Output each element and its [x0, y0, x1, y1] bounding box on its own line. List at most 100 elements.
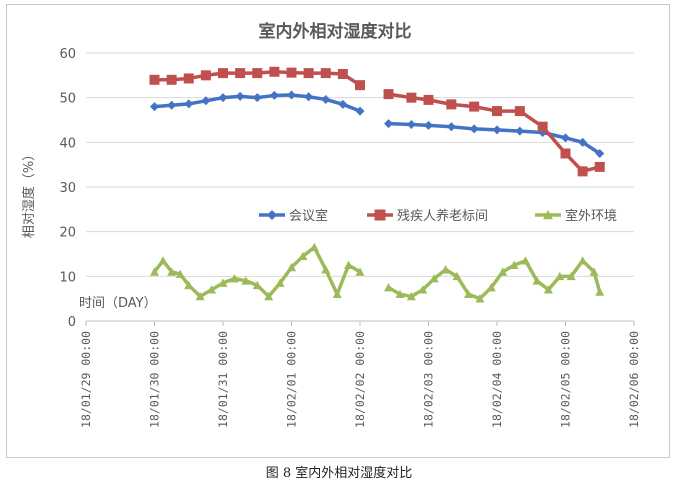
data-point: [200, 70, 211, 81]
data-point: [492, 125, 502, 135]
y-tick-label: 30: [59, 181, 76, 196]
data-point: [207, 285, 217, 294]
data-point: [195, 291, 205, 301]
data-point: [543, 285, 553, 294]
data-point: [384, 119, 394, 129]
series-0: [150, 90, 605, 158]
data-point: [555, 271, 565, 281]
data-point: [492, 106, 502, 117]
x-axis-label: 时间（DAY）: [79, 296, 157, 311]
y-tick-label: 40: [59, 136, 76, 151]
data-point: [355, 80, 365, 91]
y-axis-label: 相对湿度（%）: [21, 148, 37, 238]
data-point: [235, 68, 246, 79]
y-tick-label: 50: [59, 92, 76, 107]
data-point: [469, 124, 479, 134]
data-point: [229, 274, 239, 283]
data-point: [184, 99, 194, 109]
y-tick-label: 10: [59, 270, 76, 285]
data-point: [589, 267, 599, 276]
data-point: [578, 137, 588, 147]
data-point: [594, 161, 605, 172]
data-point: [320, 68, 331, 79]
x-axis-ticks: 18/01/29 00:00 18/01/30 00:00 18/01/31 00:…: [79, 321, 641, 428]
y-tick-label: 60: [59, 47, 76, 62]
data-point: [286, 67, 297, 78]
legend-swatch-marker: [267, 210, 277, 220]
data-point: [287, 262, 296, 272]
data-point: [235, 91, 245, 101]
data-point: [264, 291, 274, 301]
data-point: [595, 287, 605, 296]
legend-label: 会议室: [289, 208, 328, 224]
data-point: [269, 90, 279, 100]
data-point: [446, 122, 456, 132]
data-point: [338, 99, 348, 109]
data-point: [406, 119, 416, 129]
y-tick-label: 20: [59, 226, 76, 241]
data-point: [383, 89, 394, 100]
data-point: [429, 274, 439, 283]
data-point: [566, 271, 576, 281]
data-point: [252, 93, 262, 103]
data-point: [595, 149, 605, 158]
x-tick-label: 18/02/01 00:00: [285, 331, 299, 428]
x-tick-label: 18/02/02 00:00: [353, 331, 367, 428]
data-point: [452, 271, 462, 281]
legend-item: 残疾人养老标间: [367, 208, 488, 224]
data-point: [521, 256, 531, 265]
series-1: [149, 66, 605, 177]
data-point: [218, 93, 228, 103]
data-point: [532, 276, 542, 285]
humidity-chart: 室内外相对湿度对比 0 10 20 30 40 50 60 18/01/29 00:00 18…: [21, 21, 641, 428]
legend-item: 室外环境: [535, 208, 617, 224]
legend-label: 残疾人养老标间: [397, 208, 488, 224]
data-point: [150, 267, 159, 276]
x-tick-label: 18/01/31 00:00: [216, 331, 230, 428]
chart-title: 室内外相对湿度对比: [259, 21, 412, 42]
data-point: [287, 90, 296, 100]
y-axis-ticks: 0 10 20 30 40 50 60: [59, 47, 76, 330]
data-point: [424, 120, 433, 130]
data-point: [578, 256, 588, 265]
data-point: [561, 133, 570, 143]
data-point: [309, 242, 319, 252]
series-2: [150, 242, 605, 303]
data-point: [384, 283, 394, 292]
data-point: [167, 100, 177, 110]
legend-swatch-marker: [543, 210, 553, 220]
data-point: [355, 267, 365, 276]
x-tick-label: 18/02/05 00:00: [559, 331, 573, 428]
data-point: [166, 74, 177, 85]
legend-label: 室外环境: [565, 208, 617, 224]
data-point: [332, 289, 342, 299]
data-point: [269, 66, 280, 77]
data-point: [218, 278, 228, 287]
data-point: [406, 92, 417, 103]
legend-swatch-marker: [374, 209, 386, 221]
data-point: [395, 289, 405, 299]
data-point: [150, 102, 159, 112]
data-point: [509, 260, 519, 269]
chart-frame: 室内外相对湿度对比 0 10 20 30 40 50 60 18/01/29 00:00 18…: [6, 4, 670, 458]
y-tick-label: 0: [68, 315, 76, 330]
data-point: [514, 106, 525, 117]
data-point: [158, 256, 168, 265]
legend: 会议室 残疾人养老标间 室外环境: [259, 208, 617, 224]
data-point: [337, 68, 348, 79]
data-point: [321, 265, 331, 274]
data-point: [406, 291, 416, 301]
data-point: [149, 74, 160, 85]
data-point: [303, 68, 314, 79]
data-point: [241, 276, 251, 285]
data-point: [252, 280, 262, 290]
x-tick-label: 18/01/30 00:00: [148, 331, 162, 428]
data-point: [469, 101, 480, 112]
data-point: [304, 92, 314, 102]
data-point: [537, 121, 548, 132]
data-point: [252, 68, 263, 79]
data-point: [218, 68, 228, 79]
data-point: [475, 294, 485, 303]
data-point: [175, 269, 185, 278]
data-point: [560, 148, 571, 159]
